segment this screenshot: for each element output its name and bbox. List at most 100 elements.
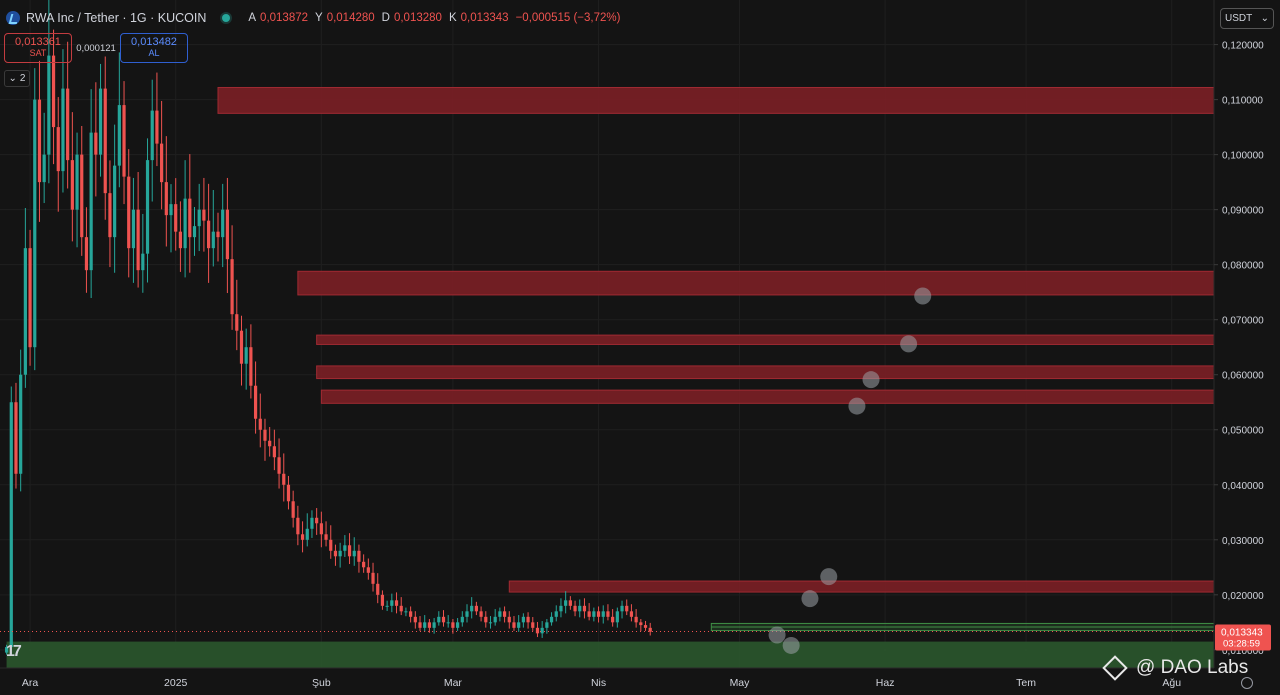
candle-body xyxy=(108,193,112,238)
candle-body xyxy=(606,611,610,617)
candle-body xyxy=(366,567,370,573)
market-open-icon xyxy=(222,14,231,22)
candle-body xyxy=(84,237,89,271)
y-tick-label: 0,050000 xyxy=(1222,426,1264,437)
x-axis-panel xyxy=(0,668,1214,695)
ohlc-close-value: 0,013343 xyxy=(460,12,509,24)
candle-body xyxy=(160,143,164,183)
sell-button[interactable]: 0,013361 SAT xyxy=(4,33,72,63)
chevron-down-icon: ⌄ xyxy=(8,73,17,84)
candle-body xyxy=(51,55,56,128)
binance-logo-icon xyxy=(1102,655,1128,681)
y-tick-label: 0,120000 xyxy=(1222,41,1264,52)
candle-body xyxy=(230,259,234,315)
candle-body xyxy=(549,616,554,623)
projection-point xyxy=(768,626,786,644)
candle-body xyxy=(315,517,319,524)
x-tick-label: Ara xyxy=(22,677,39,689)
candle-body xyxy=(484,616,488,623)
last-price-tag xyxy=(1215,624,1271,651)
projection-point xyxy=(782,636,800,654)
candle-body xyxy=(479,611,483,617)
candle-body xyxy=(362,561,366,568)
currency-select[interactable]: USDT ⌄ xyxy=(1220,8,1274,29)
ohlc-change: −0,000515 (−3,72%) xyxy=(515,12,621,24)
candle-body xyxy=(418,622,422,628)
candle-body xyxy=(512,622,516,628)
candle-body xyxy=(371,572,375,584)
candle-body xyxy=(291,501,295,518)
candle-body xyxy=(615,611,619,623)
candle-body xyxy=(465,611,469,617)
candle-body xyxy=(343,545,347,551)
candle-body xyxy=(394,600,399,606)
candle-body xyxy=(455,622,460,628)
candle-body xyxy=(80,154,84,238)
symbol-title[interactable]: RWA Inc / Tether · 1G · KUCOIN xyxy=(26,11,207,25)
candle-body xyxy=(507,616,511,623)
y-tick-label: 0,110000 xyxy=(1222,96,1263,107)
y-tick-label: 0,070000 xyxy=(1222,316,1264,327)
ohlc-high-key: Y xyxy=(315,12,323,24)
resistance-zone xyxy=(297,270,1215,296)
tradingview-logo-icon[interactable]: 17 xyxy=(6,643,22,660)
candle-body xyxy=(643,625,648,628)
candle-body xyxy=(582,605,587,612)
y-tick-label: 0,090000 xyxy=(1222,206,1264,217)
candle-body xyxy=(75,154,79,210)
buy-button[interactable]: 0,013482 AL xyxy=(120,33,188,63)
candle-body xyxy=(502,611,507,617)
candle-body xyxy=(333,550,338,557)
sell-price: 0,013361 xyxy=(15,36,61,48)
x-tick-label: Şub xyxy=(312,677,331,689)
candle-body xyxy=(404,611,408,613)
candle-body xyxy=(169,204,173,216)
candle-body xyxy=(521,616,525,623)
spread-value: 0,000121 xyxy=(76,43,116,54)
candle-body xyxy=(347,545,352,557)
candle-body xyxy=(61,88,65,172)
candle-body xyxy=(592,611,596,617)
candle-body xyxy=(89,132,93,271)
candle-body xyxy=(188,198,192,238)
projection-point xyxy=(900,335,918,353)
support-zone xyxy=(6,641,1215,671)
indicators-toggle-button[interactable]: ⌄ 2 xyxy=(4,70,30,87)
candle-body xyxy=(310,517,314,529)
candle-body xyxy=(573,605,577,612)
currency-value: USDT xyxy=(1225,13,1253,24)
ohlc-values: A 0,013872 Y 0,014280 D 0,013280 K 0,013343 … xyxy=(248,12,623,24)
candle-body xyxy=(23,248,27,375)
watermark: @ DAO Labs xyxy=(1102,655,1248,681)
candle-body xyxy=(376,583,380,595)
candle-body xyxy=(446,622,450,624)
candle-body xyxy=(235,314,239,331)
candle-body xyxy=(423,622,427,628)
candle-body xyxy=(239,330,244,364)
candle-body xyxy=(14,402,18,474)
candle-body xyxy=(338,550,342,557)
candle-body xyxy=(399,605,403,612)
settings-icon[interactable] xyxy=(1241,677,1253,689)
indicators-count: 2 xyxy=(19,73,26,84)
ohlc-open-value: 0,013872 xyxy=(260,12,309,24)
candle-body xyxy=(470,605,474,612)
candle-body xyxy=(211,231,215,249)
candle-body xyxy=(427,622,432,628)
candle-body xyxy=(409,611,413,617)
candle-body xyxy=(277,457,281,474)
candle-body xyxy=(629,611,634,617)
candle-body xyxy=(432,622,436,628)
resistance-zone xyxy=(316,334,1215,345)
candle-body xyxy=(56,127,60,172)
candle-body xyxy=(488,622,493,624)
y-tick-label: 0,010000 xyxy=(1222,646,1264,657)
candle-body xyxy=(127,176,131,249)
candle-body xyxy=(28,248,32,348)
candle-body xyxy=(244,347,248,364)
resistance-zone xyxy=(320,389,1215,404)
candle-body xyxy=(272,446,276,458)
projection-point xyxy=(848,397,866,415)
